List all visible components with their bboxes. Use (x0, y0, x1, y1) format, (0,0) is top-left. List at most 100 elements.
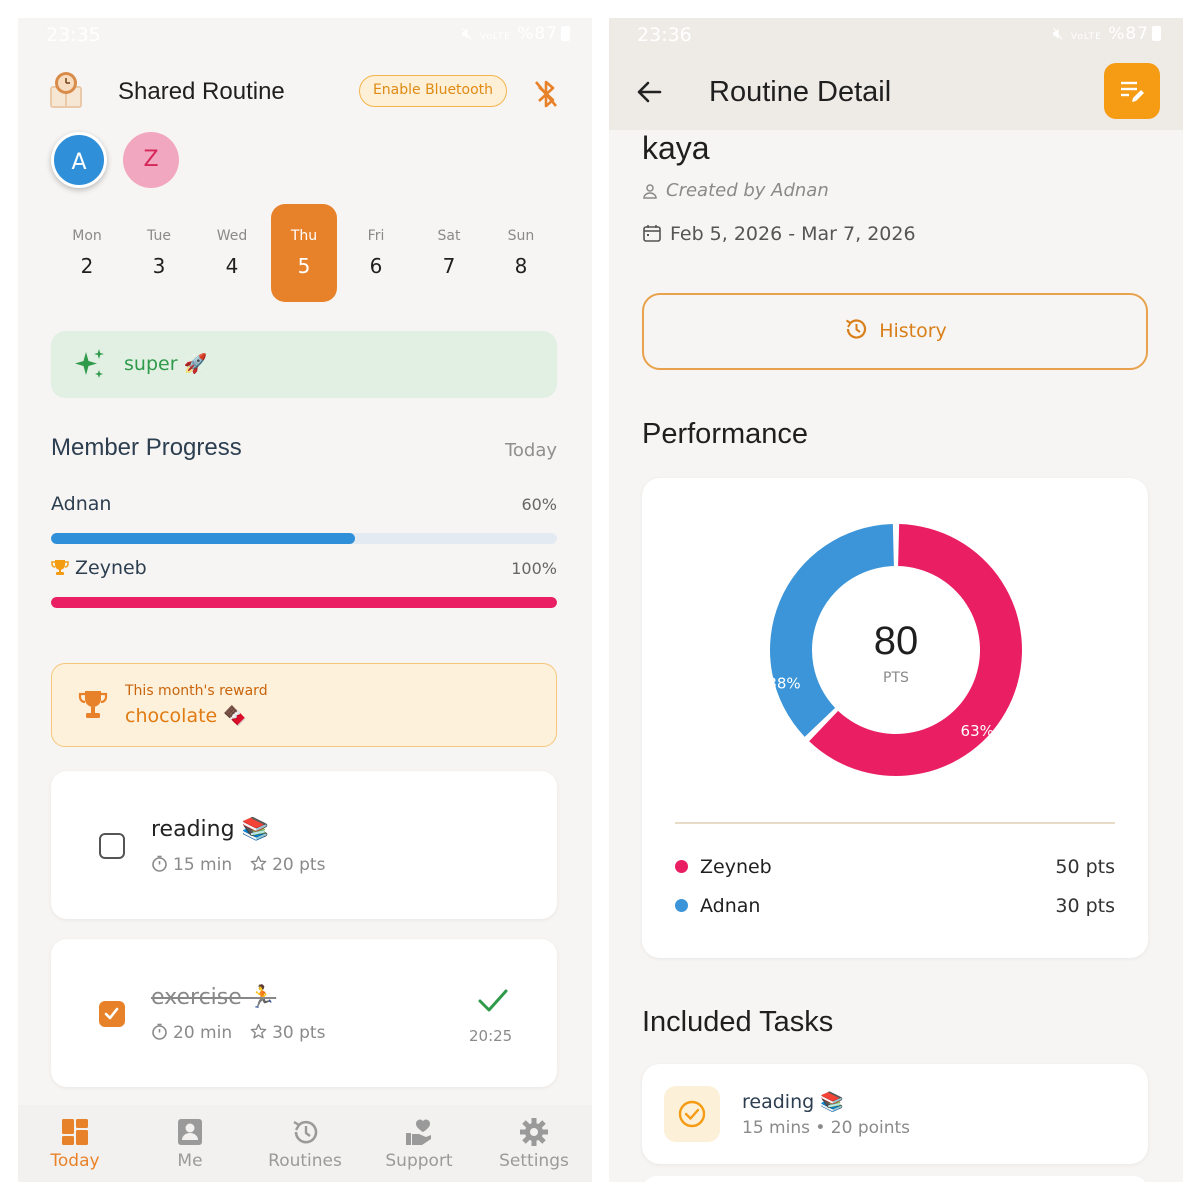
reward-label: This month's reward (125, 683, 268, 699)
heart-hand-icon (406, 1119, 431, 1145)
timer-icon (152, 1023, 167, 1040)
progress-track (51, 597, 557, 608)
nav-me[interactable]: Me (140, 1117, 240, 1171)
mute-icon: 🔇︎ (1052, 24, 1065, 44)
day-number: 6 (369, 254, 383, 278)
legend-points: 30 pts (1055, 895, 1115, 917)
progress-track (51, 533, 557, 544)
day-sat[interactable]: Sat 7 (416, 204, 482, 302)
nav-label: Support (385, 1151, 453, 1171)
timer-icon (152, 855, 167, 872)
completed-check-icon (478, 989, 508, 1012)
day-name: Fri (367, 228, 385, 244)
task-meta: 20 min 30 pts (151, 1023, 325, 1043)
donut-slice-adnan (770, 524, 894, 737)
included-task-next-partial[interactable] (642, 1176, 1148, 1182)
avatar-member-z[interactable]: Z (123, 132, 179, 188)
member-name-row: Zeyneb (51, 557, 147, 579)
mute-icon: 🔇︎ (461, 24, 474, 44)
battery-icon (1152, 26, 1161, 41)
task-card-reading[interactable]: reading 📚 15 min 20 pts (51, 771, 557, 919)
trophy-icon (78, 691, 108, 718)
status-icons: 🔇︎ VoLTE %87 (1053, 24, 1161, 44)
history-icon (293, 1120, 318, 1144)
history-button[interactable]: History (642, 293, 1148, 370)
day-thu-selected[interactable]: Thu 5 (271, 204, 337, 302)
task-duration: 15 min (173, 855, 233, 875)
battery-percent: %87 (517, 24, 558, 44)
day-mon[interactable]: Mon 2 (54, 204, 120, 302)
progress-fill (51, 597, 557, 608)
battery-percent: %87 (1108, 24, 1149, 44)
nav-label: Me (177, 1151, 203, 1171)
nav-label: Settings (499, 1151, 569, 1171)
task-name: exercise 🏃 (151, 985, 277, 1010)
day-number: 3 (152, 254, 166, 278)
included-task-meta: 15 mins • 20 points (742, 1118, 911, 1138)
edit-routine-button[interactable] (1104, 63, 1160, 119)
day-tue[interactable]: Tue 3 (126, 204, 192, 302)
legend-row-adnan: Adnan 30 pts (675, 895, 1115, 917)
task-status-badge (664, 1086, 720, 1142)
legend-row-zeyneb: Zeyneb 50 pts (675, 856, 1115, 878)
date-range-text: Feb 5, 2026 - Mar 7, 2026 (670, 223, 916, 245)
member-name: Adnan (51, 493, 112, 515)
reward-value: chocolate 🍫 (125, 705, 247, 727)
status-bar: 23:36 🔇︎ VoLTE %87 (609, 18, 1183, 52)
day-name: Thu (290, 228, 318, 244)
edit-note-icon (1121, 81, 1144, 102)
date-range: Feb 5, 2026 - Mar 7, 2026 (642, 223, 916, 245)
routine-name: kaya (642, 130, 710, 166)
day-name: Mon (72, 228, 102, 244)
task-checkbox-checked[interactable] (99, 1001, 125, 1027)
member-progress-adnan: Adnan 60% (51, 493, 557, 544)
app-logo-icon (50, 72, 82, 108)
back-arrow-icon[interactable] (635, 78, 663, 106)
top-app-bar: 23:36 🔇︎ VoLTE %87 Routine Detail (609, 18, 1183, 130)
member-progress-title: Member Progress (51, 434, 242, 461)
status-icons: 🔇︎ VoLTE %87 (462, 24, 570, 44)
donut-slice-zeyneb (809, 524, 1022, 776)
task-name: reading 📚 (151, 817, 269, 842)
signal-label: VoLTE (1070, 32, 1102, 42)
legend-name: Zeyneb (700, 856, 772, 878)
star-icon (250, 855, 267, 871)
nav-settings[interactable]: Settings (484, 1117, 584, 1171)
check-icon (104, 1007, 119, 1020)
donut-slice-label: 63% (961, 722, 994, 740)
included-tasks-title: Included Tasks (642, 1006, 834, 1038)
legend-name: Adnan (700, 895, 761, 917)
nav-today[interactable]: Today (25, 1117, 125, 1171)
included-task-reading[interactable]: reading 📚 15 mins • 20 points (642, 1064, 1148, 1164)
enable-bluetooth-button[interactable]: Enable Bluetooth (359, 75, 507, 107)
completed-time: 20:25 (469, 1027, 513, 1045)
sparkle-icon (75, 349, 104, 378)
day-number: 2 (80, 254, 94, 278)
nav-routines[interactable]: Routines (255, 1117, 355, 1171)
task-meta: 15 min 20 pts (151, 855, 325, 875)
created-by: Created by Adnan (642, 180, 829, 201)
star-icon (250, 1023, 267, 1039)
app-title: Shared Routine (118, 78, 285, 105)
nav-support[interactable]: Support (369, 1117, 469, 1171)
bluetooth-off-icon[interactable] (526, 74, 566, 114)
day-sun[interactable]: Sun 8 (488, 204, 554, 302)
divider (675, 822, 1115, 824)
check-circle-icon (678, 1100, 706, 1128)
task-checkbox[interactable] (99, 833, 125, 859)
performance-title: Performance (642, 418, 809, 450)
routine-detail-screen: 23:36 🔇︎ VoLTE %87 Routine Detail kaya C… (609, 18, 1183, 1182)
task-card-exercise[interactable]: exercise 🏃 20 min 30 pts 20:25 (51, 939, 557, 1087)
dashboard-icon (62, 1119, 88, 1145)
avatar-member-a[interactable]: A (51, 132, 107, 188)
day-name: Sat (437, 228, 461, 244)
trophy-icon (51, 560, 69, 575)
gear-icon (520, 1118, 548, 1146)
day-number: 5 (297, 254, 311, 278)
day-fri[interactable]: Fri 6 (343, 204, 409, 302)
day-wed[interactable]: Wed 4 (199, 204, 265, 302)
today-screen: 23:35 🔇︎ VoLTE %87 Shared Routine Enable… (18, 18, 592, 1182)
performance-card: 80 PTS 63% 38% Zeyneb 50 pts Adnan 30 pts (642, 478, 1148, 958)
donut-center-unit: PTS (883, 670, 909, 686)
member-name: Zeyneb (75, 557, 147, 579)
